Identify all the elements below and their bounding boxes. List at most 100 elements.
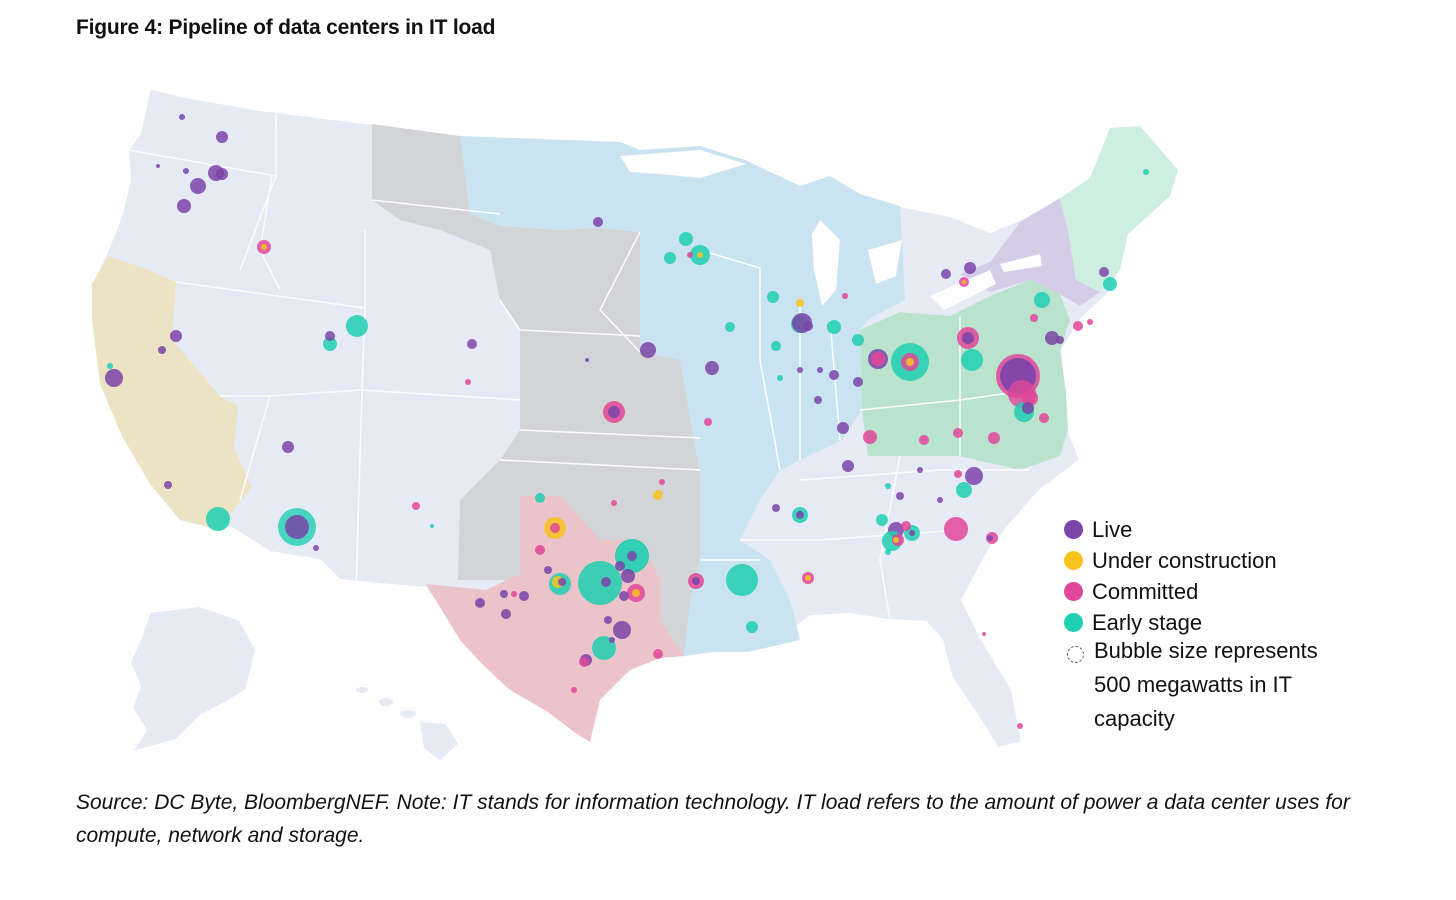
data-center-bubble: [519, 591, 529, 601]
data-center-bubble: [475, 598, 485, 608]
data-center-bubble: [964, 262, 976, 274]
data-center-bubble: [961, 349, 983, 371]
data-center-bubble: [206, 507, 230, 531]
data-center-bubble: [796, 299, 804, 307]
data-center-bubble: [842, 460, 854, 472]
data-center-bubble: [216, 131, 228, 143]
data-center-bubble: [627, 551, 637, 561]
data-center-bubble: [1103, 277, 1117, 291]
data-center-bubble: [988, 432, 1000, 444]
california-region: [92, 256, 252, 530]
data-center-bubble: [725, 322, 735, 332]
data-center-bubble: [1087, 319, 1093, 325]
data-center-bubble: [772, 504, 780, 512]
data-center-bubble: [593, 217, 603, 227]
data-center-bubble: [105, 369, 123, 387]
data-center-bubble: [1030, 314, 1038, 322]
data-center-bubble: [954, 470, 962, 478]
data-center-bubble: [177, 199, 191, 213]
data-center-bubble: [893, 537, 899, 543]
data-center-bubble: [1056, 336, 1064, 344]
data-center-bubble: [697, 252, 703, 258]
data-center-bubble: [885, 549, 891, 555]
data-center-bubble: [962, 280, 966, 284]
data-center-bubble: [653, 649, 663, 659]
data-center-bubble: [609, 637, 615, 643]
data-center-bubble: [827, 320, 841, 334]
data-center-bubble: [613, 621, 631, 639]
data-center-bubble: [704, 418, 712, 426]
legend-label-live: Live: [1092, 516, 1133, 542]
data-center-bubble: [156, 164, 160, 168]
data-center-bubble: [430, 524, 434, 528]
figure-title: Figure 4: Pipeline of data centers in IT…: [76, 16, 496, 39]
data-center-bubble: [621, 569, 635, 583]
data-center-bubbles: [105, 114, 1149, 729]
data-center-bubble: [412, 502, 420, 510]
legend: Live Under construction Committed Early …: [1064, 514, 1394, 736]
legend-label-committed: Committed: [1092, 578, 1199, 604]
data-center-bubble: [325, 331, 335, 341]
data-center-bubble: [853, 377, 863, 387]
data-center-bubble: [687, 252, 693, 258]
data-center-bubble: [692, 577, 700, 585]
legend-swatch-under-construction: [1064, 551, 1083, 570]
data-center-bubble: [982, 632, 986, 636]
data-center-bubble: [767, 291, 779, 303]
data-center-bubble: [1073, 321, 1083, 331]
data-center-bubble: [640, 342, 656, 358]
data-center-bubble: [535, 545, 545, 555]
data-center-bubble: [535, 493, 545, 503]
data-center-bubble: [544, 566, 552, 574]
legend-item-under-construction: Under construction: [1064, 545, 1394, 576]
dashed-circle-icon: [1067, 646, 1084, 663]
data-center-bubble: [1017, 723, 1023, 729]
data-center-bubble: [797, 367, 803, 373]
data-center-bubble: [632, 589, 640, 597]
data-center-bubble: [901, 521, 911, 531]
data-center-bubble: [578, 561, 622, 605]
legend-swatch-early-stage: [1064, 613, 1083, 632]
legend-item-early-stage: Early stage: [1064, 607, 1394, 638]
new-england-region: [1060, 126, 1178, 292]
data-center-bubble: [896, 492, 904, 500]
legend-label-under-construction: Under construction: [1092, 547, 1277, 573]
data-center-bubble: [956, 482, 972, 498]
data-center-bubble: [871, 352, 885, 366]
legend-size-note: Bubble size represents 500 megawatts in …: [1064, 638, 1394, 736]
data-center-bubble: [937, 497, 943, 503]
data-center-bubble: [558, 578, 566, 586]
data-center-bubble: [987, 535, 993, 541]
data-center-bubble: [467, 339, 477, 349]
legend-label-early-stage: Early stage: [1092, 609, 1203, 635]
data-center-bubble: [829, 370, 839, 380]
data-center-bubble: [465, 379, 471, 385]
data-center-bubble: [842, 293, 848, 299]
data-center-bubble: [679, 232, 693, 246]
plains-region: [372, 124, 700, 658]
data-center-bubble: [777, 375, 783, 381]
data-center-bubble: [837, 422, 849, 434]
data-center-bubble: [771, 341, 781, 351]
data-center-bubble: [608, 406, 620, 418]
legend-swatch-live: [1064, 520, 1083, 539]
data-center-bubble: [705, 361, 719, 375]
data-center-bubble: [653, 490, 663, 500]
data-center-bubble: [1039, 413, 1049, 423]
data-center-bubble: [919, 435, 929, 445]
data-center-bubble: [796, 511, 804, 519]
data-center-bubble: [585, 358, 589, 362]
data-center-bubble: [876, 514, 888, 526]
data-center-bubble: [500, 590, 508, 598]
data-center-bubble: [611, 500, 617, 506]
data-center-bubble: [1022, 402, 1034, 414]
pjm-region: [860, 280, 1070, 470]
legend-item-committed: Committed: [1064, 576, 1394, 607]
data-center-bubble: [1022, 390, 1038, 406]
data-center-bubble: [619, 591, 629, 601]
great-lakes: [620, 150, 1042, 310]
data-center-bubble: [1034, 292, 1050, 308]
data-center-bubble: [501, 609, 511, 619]
data-center-bubble: [659, 479, 665, 485]
